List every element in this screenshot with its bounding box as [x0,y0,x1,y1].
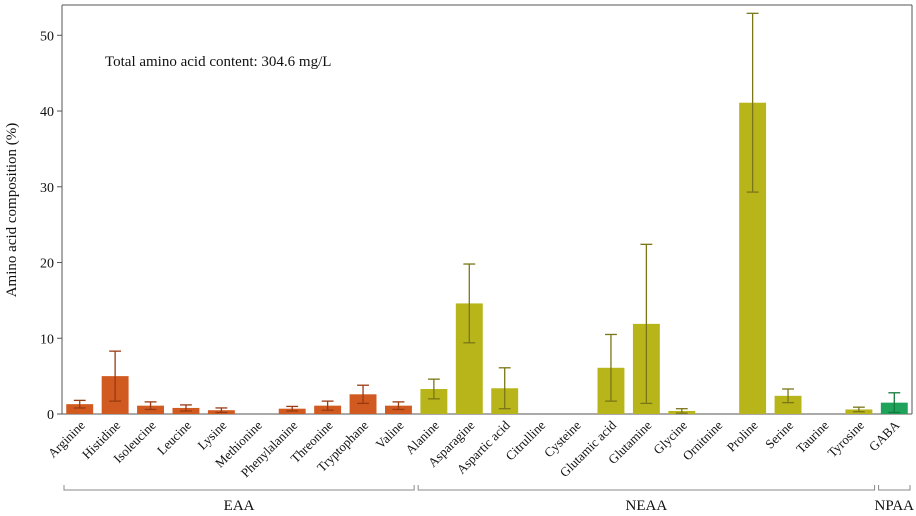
x-tick-label: Leucine [154,417,194,457]
bar [774,395,802,414]
error-bar [640,243,653,405]
error-bar [852,406,865,413]
error-bar [286,405,299,412]
y-tick-label: 20 [40,257,54,272]
y-tick-label: 0 [47,408,54,423]
group-brackets: EAA NEAA NPAA [63,485,915,514]
error-bar [144,401,157,411]
error-bar [357,384,369,405]
group-bracket [417,485,876,491]
group-bracket [63,485,415,491]
group-label: NPAA [875,498,915,514]
error-bar [427,378,440,400]
error-bar [746,12,759,193]
bar [66,404,94,414]
group-label: EAA [224,498,255,514]
error-bar [498,367,511,410]
error-bar [675,408,688,414]
error-bar [321,400,334,411]
y-ticks: 0 10 20 30 40 50 [40,29,62,423]
x-tick-label: Citrulline [502,417,548,463]
bar [349,394,377,414]
y-tick-label: 50 [40,29,54,44]
x-tick-label: Serine [762,417,796,451]
error-bar [180,404,192,412]
axes [61,4,913,415]
error-bar [463,263,476,344]
total-content-annotation: Total amino acid content: 304.6 mg/L [105,54,331,70]
error-bar [215,407,228,414]
error-bar [73,399,86,409]
error-bar [605,333,617,402]
x-tick-label: Ornitnine [679,417,725,463]
error-bar [782,388,794,404]
x-tick-label: Tyrosine [824,417,867,460]
y-tick-label: 40 [40,105,54,120]
bars [66,12,908,414]
error-bar [109,350,122,402]
group-label: NEAA [626,498,668,514]
error-bar [392,401,405,411]
x-tick-label: GABA [866,417,903,454]
x-tick-label: Proline [724,417,761,454]
error-bar [888,392,901,414]
group-bracket [878,485,911,491]
y-axis-label: Amino acid composition (%) [4,123,20,298]
y-tick-label: 30 [40,181,54,196]
y-tick-label: 10 [40,332,54,347]
